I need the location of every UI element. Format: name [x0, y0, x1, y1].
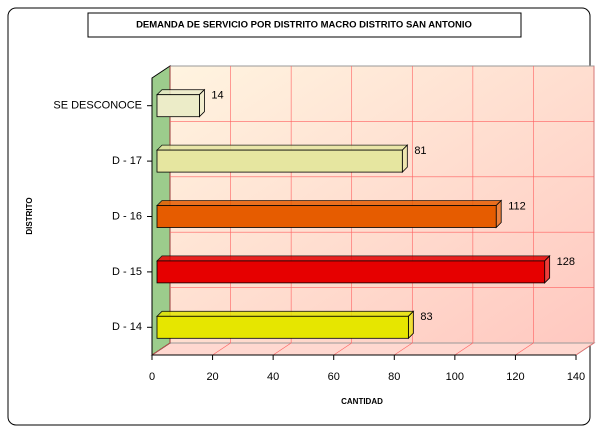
floor-grid-line [272, 342, 292, 356]
value-label: 112 [508, 200, 526, 212]
bar-top [156, 310, 415, 317]
x-tick-label: 80 [388, 371, 400, 383]
x-axis-label: CANTIDAD [341, 397, 383, 406]
x-tick-label: 0 [149, 371, 155, 383]
bar-side [407, 310, 414, 340]
floor-grid-line [575, 342, 595, 356]
bar [156, 94, 200, 118]
bar [156, 260, 546, 284]
floor-grid-line [151, 342, 171, 356]
bar-top [156, 200, 503, 206]
y-tick-label: D - 17 [112, 155, 142, 167]
y-tick-label: D - 15 [112, 266, 142, 278]
x-tick-label: 20 [206, 371, 218, 383]
floor [150, 342, 596, 356]
value-label: 83 [420, 311, 432, 323]
value-label: 128 [557, 256, 575, 268]
bar-side [198, 88, 205, 118]
bar [156, 315, 409, 339]
y-tick-label: D - 14 [112, 321, 142, 333]
floor-grid-line [394, 342, 413, 356]
y-tick-label: D - 16 [112, 210, 142, 222]
y-axis-label: DISTRITO [25, 197, 34, 234]
floor-grid-line [515, 342, 534, 356]
floor-grid-line [454, 342, 474, 356]
x-tick-label: 100 [446, 371, 464, 383]
bar-top [156, 89, 206, 96]
value-label: 14 [211, 90, 223, 102]
bar-side [495, 199, 502, 229]
x-tick-label: 140 [567, 371, 585, 383]
bar-top [156, 255, 551, 262]
bar [156, 205, 497, 228]
value-label: 81 [414, 145, 426, 157]
x-tick-label: 120 [506, 371, 524, 383]
floor-grid-line [212, 342, 231, 356]
bar-side [544, 254, 551, 284]
title-box [87, 12, 522, 38]
x-tick-label: 40 [267, 371, 279, 383]
y-tick-label: SE DESCONOCE [53, 100, 142, 112]
bar-side [401, 144, 408, 174]
floor-grid-line [333, 342, 352, 356]
chart-title: DEMANDA DE SERVICIO POR DISTRITO MACRO D… [136, 20, 472, 31]
bar [156, 149, 403, 173]
bar-top [156, 144, 409, 151]
x-tick-label: 60 [328, 371, 340, 383]
